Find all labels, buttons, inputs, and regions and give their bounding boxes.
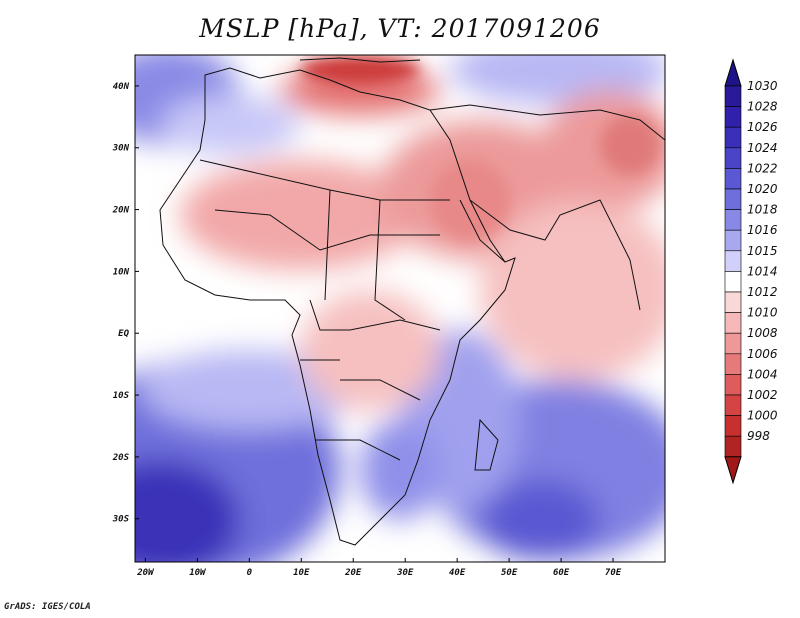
colorbar-label: 1030 <box>747 79 778 93</box>
colorbar-label: 1012 <box>747 285 778 299</box>
lon-tick-label: 10E <box>293 568 310 578</box>
colorbar-swatch <box>724 435 742 458</box>
colorbar-label: 1016 <box>747 223 778 237</box>
colorbar-label: 1024 <box>747 141 778 155</box>
colorbar-swatch <box>724 168 742 190</box>
colorbar-top-arrow <box>724 58 742 87</box>
plot-frame <box>134 54 666 563</box>
longitude-ticks: 20W 10W 0 10E 20E 30E 40E 50E 60E 70E <box>136 558 622 578</box>
lon-tick-label: 30E <box>396 568 414 578</box>
lon-tick-label: 0 <box>247 568 253 578</box>
colorbar-label: 998 <box>747 429 770 443</box>
lat-tick-label: 10N <box>113 267 130 277</box>
lon-tick-label: 50E <box>501 568 518 578</box>
pressure-field <box>135 55 665 562</box>
colorbar-label: 1008 <box>747 326 778 340</box>
lat-tick-label: 20N <box>112 206 130 216</box>
colorbar-label: 1000 <box>747 409 778 423</box>
colorbar-swatch <box>724 188 742 210</box>
lon-tick-label: 40E <box>449 568 466 578</box>
latitude-ticks: 40N 30N 20N 10N EQ 10S 20S 30S <box>112 82 139 525</box>
colorbar-swatch <box>724 250 742 272</box>
colorbar-label: 1006 <box>747 347 778 361</box>
colorbar-label: 1015 <box>747 244 778 258</box>
colorbar-label: 1022 <box>747 161 778 175</box>
colorbar-swatch <box>724 374 742 396</box>
lat-tick-label: 30S <box>112 515 130 525</box>
colorbar-label: 1018 <box>747 203 778 217</box>
lat-tick-label: 20S <box>112 453 130 463</box>
colorbar-label: 1028 <box>747 100 778 114</box>
lat-tick-label: EQ <box>118 329 129 339</box>
map-title: MSLP [hPa], VT: 2017091206 <box>199 14 601 43</box>
lon-tick-label: 20W <box>136 568 155 578</box>
coastlines <box>159 57 665 546</box>
colorbar-swatch <box>724 291 742 313</box>
lat-tick-label: 30N <box>112 144 130 154</box>
colorbar-swatch <box>724 147 742 169</box>
colorbar-bottom-arrow <box>724 456 742 485</box>
lat-tick-label: 40N <box>113 82 130 92</box>
lon-tick-label: 10W <box>189 568 207 578</box>
colorbar-label: 1002 <box>747 388 778 402</box>
colorbar-swatch <box>724 85 742 107</box>
colorbar-swatch <box>724 353 742 375</box>
colorbar-swatch <box>724 415 742 437</box>
colorbar-swatch <box>724 126 742 149</box>
colorbar-label: 1010 <box>747 306 778 320</box>
colorbar-label: 1014 <box>747 264 778 278</box>
colorbar-swatch <box>724 229 742 252</box>
colorbar-label: 1020 <box>747 182 778 196</box>
lon-tick-label: 70E <box>605 568 622 578</box>
colorbar-label: 1026 <box>747 120 778 134</box>
colorbar-swatch <box>724 394 742 416</box>
lon-tick-label: 60E <box>553 568 570 578</box>
colorbar: 1030 1028 1026 1024 1022 1020 1018 1016 1015 1014… <box>724 58 778 485</box>
colorbar-swatch <box>724 209 742 231</box>
colorbar-label: 1004 <box>747 367 778 381</box>
lat-tick-label: 10S <box>113 391 130 401</box>
colorbar-swatch <box>724 271 742 293</box>
credit-text: GrADS: IGES/COLA <box>4 602 91 612</box>
colorbar-swatch <box>724 106 742 128</box>
lon-tick-label: 20E <box>344 568 362 578</box>
colorbar-swatch <box>724 332 742 355</box>
colorbar-swatch <box>724 312 742 334</box>
